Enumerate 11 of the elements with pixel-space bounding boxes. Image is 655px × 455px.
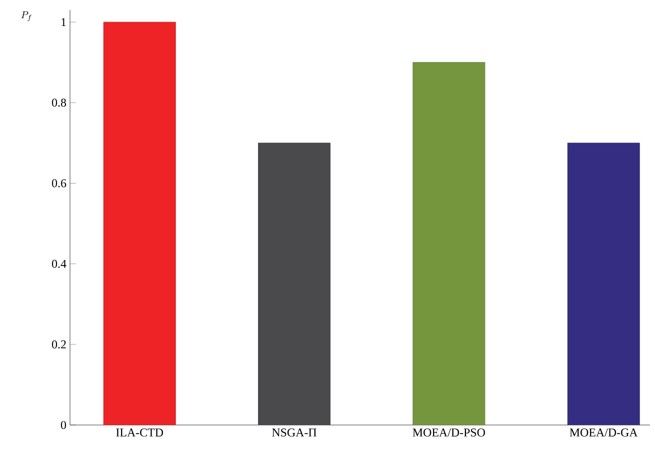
x-tick-label: ILA-CTD	[116, 428, 164, 437]
y-tick-label: 0	[60, 420, 66, 430]
y-tick-label: 0.2	[52, 340, 66, 348]
y-tick-label: 1	[62, 18, 66, 26]
y-axis-title: $P_f$	[21, 11, 32, 22]
x-tick-label: MOEA/D-PSO	[412, 428, 485, 437]
y-tick-label: 0.8	[52, 98, 66, 107]
y-tick-label: 0.4	[52, 260, 66, 268]
x-tick-label: NSGA-Π	[272, 428, 316, 437]
x-tick-label: MOEA/D-GA	[570, 428, 638, 437]
y-tick-label: 0.6	[52, 179, 66, 188]
